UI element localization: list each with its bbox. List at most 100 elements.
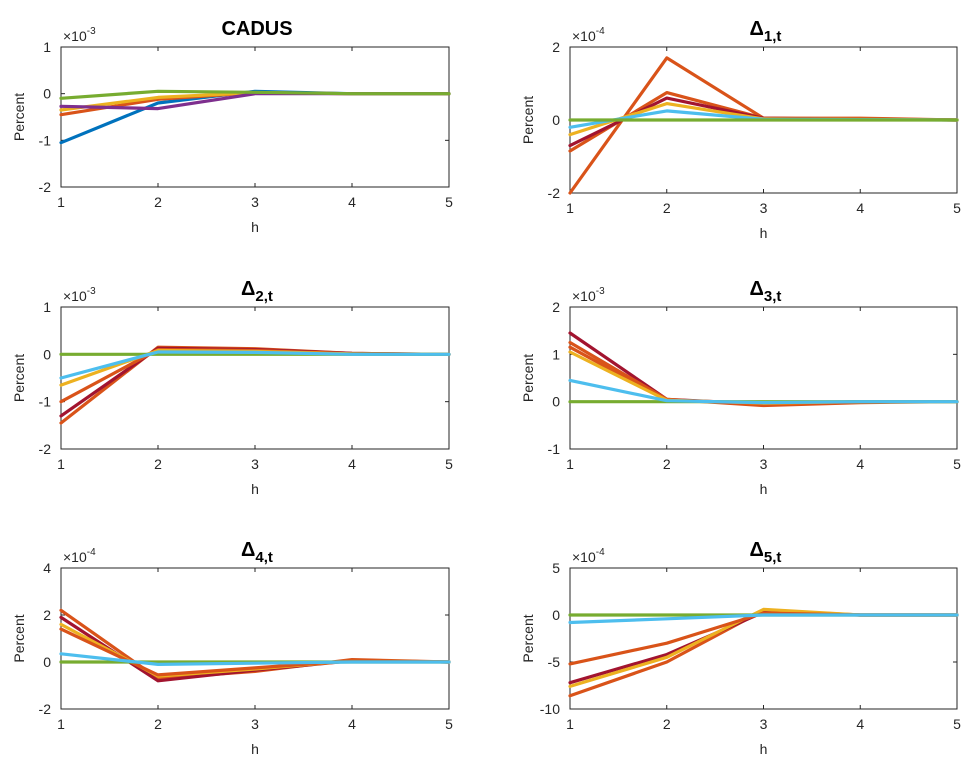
- x-tick-label: 1: [57, 194, 65, 210]
- y-tick-label: -5: [548, 654, 561, 670]
- x-tick-label: 2: [663, 200, 671, 216]
- subplot-5: 1 2 3 4 5 -2 0 2 4 ×10-4 Δ4,t h Percent: [11, 539, 453, 757]
- y-tick-label: 0: [552, 112, 560, 128]
- x-axis-label: h: [251, 481, 259, 497]
- y-axis-label: Percent: [11, 354, 27, 402]
- axis-exponent-label: ×10-4: [572, 26, 605, 44]
- exponent-power: -3: [87, 286, 96, 297]
- subplot-title: Δ1,t: [750, 18, 782, 45]
- y-tick-label: -1: [39, 394, 52, 410]
- y-tick-label: 2: [552, 39, 560, 55]
- title-main: Δ: [750, 539, 764, 561]
- y-axis-label: Percent: [520, 96, 536, 144]
- y-tick-label: 2: [43, 607, 51, 623]
- x-axis-label: h: [760, 741, 768, 757]
- y-tick-label: -2: [39, 701, 52, 717]
- x-tick-label: 4: [348, 716, 356, 732]
- subplot-6: 1 2 3 4 5 -10 -5 0 5 ×10-4 Δ5,t h Percent: [520, 539, 961, 757]
- x-tick-label: 1: [57, 716, 65, 732]
- title-subscript: 5,t: [764, 549, 782, 566]
- y-tick-label: 1: [43, 39, 51, 55]
- x-tick-label: 5: [445, 194, 453, 210]
- exponent-power: -4: [596, 26, 605, 37]
- x-axis-label: h: [251, 741, 259, 757]
- exponent-base: ×10: [63, 288, 87, 304]
- y-tick-label: 1: [552, 346, 560, 362]
- axis-exponent-label: ×10-3: [572, 286, 605, 304]
- subplot-title: CADUS: [221, 18, 292, 40]
- x-tick-label: 5: [953, 200, 961, 216]
- y-tick-label: 5: [552, 560, 560, 576]
- exponent-base: ×10: [572, 549, 596, 565]
- exponent-power: -4: [596, 547, 605, 558]
- y-axis-label: Percent: [11, 93, 27, 141]
- x-tick-label: 5: [445, 456, 453, 472]
- y-tick-label: -2: [39, 441, 52, 457]
- x-tick-label: 1: [566, 200, 574, 216]
- exponent-base: ×10: [572, 28, 596, 44]
- exponent-base: ×10: [63, 549, 87, 565]
- subplot-title: Δ4,t: [241, 539, 273, 566]
- plot-area: [60, 46, 450, 188]
- x-tick-label: 1: [57, 456, 65, 472]
- exponent-power: -4: [87, 547, 96, 558]
- y-tick-label: 0: [552, 607, 560, 623]
- x-tick-label: 5: [953, 456, 961, 472]
- exponent-base: ×10: [572, 288, 596, 304]
- series-line-6: [568, 613, 959, 625]
- x-axis-label: h: [760, 481, 768, 497]
- x-tick-label: 2: [663, 456, 671, 472]
- x-tick-label: 4: [348, 456, 356, 472]
- series-line-5: [59, 89, 451, 100]
- y-tick-label: 0: [552, 394, 560, 410]
- y-tick-label: 0: [43, 346, 51, 362]
- title-main: Δ: [241, 278, 255, 300]
- x-tick-label: 3: [251, 716, 259, 732]
- subplot-title: Δ2,t: [241, 278, 273, 305]
- x-axis-label: h: [251, 219, 259, 235]
- title-main: Δ: [241, 539, 255, 561]
- x-tick-label: 3: [760, 456, 768, 472]
- x-tick-label: 5: [953, 716, 961, 732]
- title-main: CADUS: [221, 18, 292, 40]
- title-subscript: 2,t: [255, 288, 273, 305]
- plot-area: [60, 306, 450, 450]
- exponent-power: -3: [87, 26, 96, 37]
- exponent-power: -3: [596, 286, 605, 297]
- x-axis-label: h: [760, 225, 768, 241]
- subplot-2: 1 2 3 4 5 -2 0 2 ×10-4 Δ1,t h Percent: [520, 18, 961, 241]
- x-tick-label: 4: [856, 456, 864, 472]
- x-tick-label: 3: [760, 716, 768, 732]
- title-main: Δ: [750, 18, 764, 40]
- x-tick-label: 2: [663, 716, 671, 732]
- x-tick-label: 4: [856, 716, 864, 732]
- y-tick-label: -2: [39, 179, 52, 195]
- y-tick-label: 0: [43, 86, 51, 102]
- x-tick-label: 1: [566, 716, 574, 732]
- x-tick-label: 5: [445, 716, 453, 732]
- y-axis-label: Percent: [520, 614, 536, 662]
- series-line-6: [59, 652, 451, 667]
- subplot-3: 1 2 3 4 5 -2 -1 0 1 ×10-3 Δ2,t h Percent: [11, 278, 453, 497]
- subplot-1: 1 2 3 4 5 -2 -1 0 1 ×10-3 CADUS h Percent: [11, 18, 453, 235]
- subplot-title: Δ3,t: [750, 278, 782, 305]
- y-tick-label: -10: [540, 701, 560, 717]
- title-subscript: 3,t: [764, 288, 782, 305]
- axis-exponent-label: ×10-4: [572, 547, 605, 565]
- subplot-4: 1 2 3 4 5 -1 0 1 2 ×10-3 Δ3,t h Percent: [520, 278, 961, 497]
- y-tick-label: 1: [43, 299, 51, 315]
- y-tick-label: 4: [43, 560, 51, 576]
- x-tick-label: 4: [856, 200, 864, 216]
- y-tick-label: -1: [39, 132, 52, 148]
- axis-exponent-label: ×10-4: [63, 547, 96, 565]
- x-tick-label: 4: [348, 194, 356, 210]
- exponent-base: ×10: [63, 28, 87, 44]
- x-tick-label: 3: [760, 200, 768, 216]
- title-main: Δ: [750, 278, 764, 300]
- y-axis-label: Percent: [520, 354, 536, 402]
- x-tick-label: 2: [154, 194, 162, 210]
- title-subscript: 1,t: [764, 28, 782, 45]
- title-subscript: 4,t: [255, 549, 273, 566]
- x-tick-label: 2: [154, 456, 162, 472]
